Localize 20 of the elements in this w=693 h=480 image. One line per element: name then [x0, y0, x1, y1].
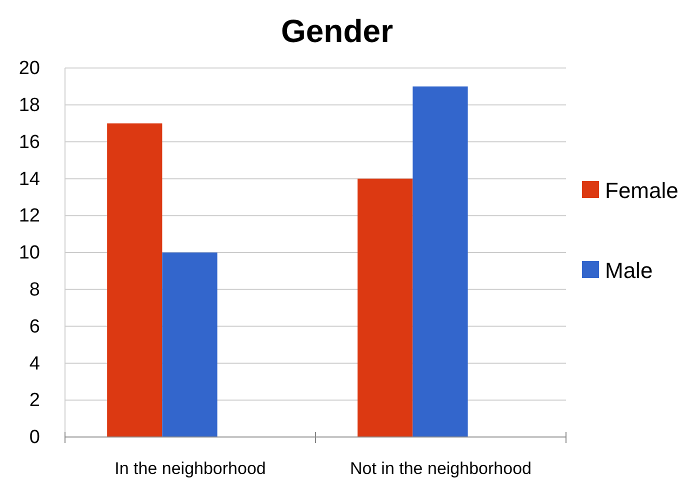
legend-label: Female: [605, 178, 678, 203]
y-tick-label: 6: [29, 316, 40, 338]
chart-title: Gender: [280, 13, 394, 49]
bar: [412, 86, 468, 437]
y-tick-label: 8: [29, 279, 40, 300]
y-tick-label: 0: [29, 427, 40, 448]
y-tick-label: 16: [18, 132, 40, 153]
y-tick-label: 4: [29, 353, 40, 374]
x-tick-label: Not in the neighborhood: [350, 459, 532, 478]
bar: [107, 123, 162, 437]
y-tick-label: 20: [18, 58, 40, 80]
legend-label: Male: [605, 258, 653, 283]
x-tick-label: In the neighborhood: [114, 459, 266, 478]
y-tick-label: 14: [18, 168, 40, 190]
bar: [162, 252, 218, 437]
bar: [358, 178, 413, 437]
y-tick-label: 2: [29, 390, 40, 412]
y-tick-label: 18: [18, 94, 40, 116]
y-tick-label: 12: [18, 206, 40, 227]
y-tick-label: 10: [18, 242, 40, 264]
